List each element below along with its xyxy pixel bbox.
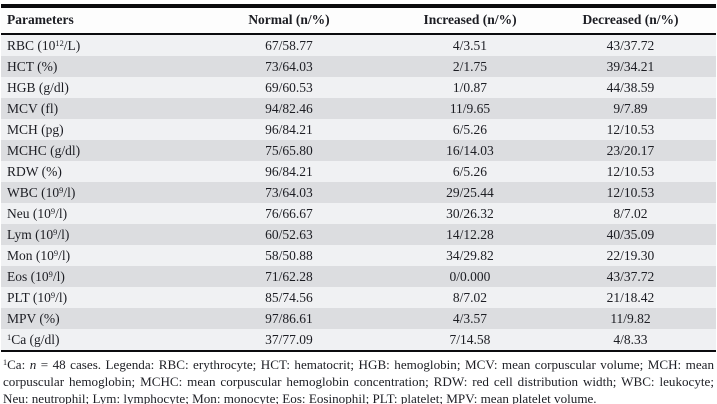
decreased-cell: 21/18.42 [606, 289, 655, 305]
increased-cell: 29/25.44 [446, 184, 494, 200]
table-row: PLT (109/l) 85/74.56 8/7.02 21/18.42 [1, 287, 716, 308]
table-row: MCV (fl) 94/82.46 11/9.65 9/7.89 [1, 98, 716, 119]
column-header-normal: Normal (n/%) [183, 6, 395, 35]
decreased-cell: 12/10.53 [606, 163, 655, 179]
parameter-cell: MPV (%) [7, 310, 60, 326]
normal-cell: 58/50.88 [265, 247, 313, 263]
column-header-parameters: Parameters [1, 6, 183, 35]
table-row: Lym (109/l) 60/52.63 14/12.28 40/35.09 [1, 224, 716, 245]
table-header: Parameters Normal (n/%) Increased (n/%) … [1, 6, 716, 35]
decreased-cell: 22/19.30 [606, 247, 655, 263]
normal-cell: 75/65.80 [265, 142, 313, 158]
normal-cell: 97/86.61 [265, 310, 313, 326]
increased-cell: 6/5.26 [452, 121, 488, 137]
increased-cell: 6/5.26 [452, 163, 488, 179]
parameter-cell: HGB (g/dl) [7, 79, 69, 95]
table-row: Mon (109/l) 58/50.88 34/29.82 22/19.30 [1, 245, 716, 266]
increased-cell: 2/1.75 [452, 58, 488, 74]
parameter-cell: 1Ca (g/dl) [7, 331, 60, 347]
table-footnote: 1Ca: n = 48 cases. Legenda: RBC: erythro… [3, 357, 714, 404]
parameter-cell: MCH (pg) [7, 121, 64, 137]
increased-cell: 30/26.32 [446, 205, 494, 221]
parameter-cell: MCV (fl) [7, 100, 59, 116]
table-row: RDW (%) 96/84.21 6/5.26 12/10.53 [1, 161, 716, 182]
table-row: RBC (1012/L) 67/58.77 4/3.51 43/37.72 [1, 34, 716, 56]
parameter-cell: MCHC (g/dl) [7, 142, 81, 158]
normal-cell: 37/77.09 [265, 331, 313, 347]
hematology-parameters-table: Parameters Normal (n/%) Increased (n/%) … [1, 4, 716, 352]
parameter-cell: PLT (109/l) [7, 289, 68, 305]
increased-cell: 34/29.82 [446, 247, 494, 263]
increased-cell: 4/3.57 [452, 310, 488, 326]
normal-cell: 67/58.77 [265, 37, 313, 53]
decreased-cell: 4/8.33 [613, 331, 648, 347]
increased-cell: 1/0.87 [452, 79, 488, 95]
table-row: Eos (109/l) 71/62.28 0/0.000 43/37.72 [1, 266, 716, 287]
increased-cell: 16/14.03 [446, 142, 494, 158]
normal-cell: 71/62.28 [265, 268, 313, 284]
column-header-increased: Increased (n/%) [395, 6, 545, 35]
column-header-decreased: Decreased (n/%) [545, 6, 716, 35]
table-row: MCH (pg) 96/84.21 6/5.26 12/10.53 [1, 119, 716, 140]
decreased-cell: 9/7.89 [613, 100, 648, 116]
normal-cell: 96/84.21 [265, 121, 313, 137]
parameter-cell: Eos (109/l) [7, 268, 65, 284]
increased-cell: 14/12.28 [446, 226, 494, 242]
increased-cell: 0/0.000 [449, 268, 491, 284]
decreased-cell: 12/10.53 [606, 184, 655, 200]
table-row: Neu (109/l) 76/66.67 30/26.32 8/7.02 [1, 203, 716, 224]
decreased-cell: 39/34.21 [606, 58, 655, 74]
normal-cell: 60/52.63 [265, 226, 313, 242]
parameter-cell: WBC (109/l) [7, 184, 76, 200]
normal-cell: 73/64.03 [265, 58, 313, 74]
decreased-cell: 23/20.17 [606, 142, 655, 158]
parameter-cell: HCT (%) [7, 58, 58, 74]
normal-cell: 85/74.56 [265, 289, 313, 305]
parameter-cell: Lym (109/l) [7, 226, 70, 242]
increased-cell: 7/14.58 [449, 331, 491, 347]
decreased-cell: 44/38.59 [606, 79, 655, 95]
table-row: MCHC (g/dl) 75/65.80 16/14.03 23/20.17 [1, 140, 716, 161]
decreased-cell: 43/37.72 [606, 268, 655, 284]
parameter-cell: RDW (%) [7, 163, 62, 179]
normal-cell: 69/60.53 [265, 79, 313, 95]
table-row: HCT (%) 73/64.03 2/1.75 39/34.21 [1, 56, 716, 77]
increased-cell: 8/7.02 [452, 289, 488, 305]
decreased-cell: 11/9.82 [610, 310, 651, 326]
table-row: 1Ca (g/dl) 37/77.09 7/14.58 4/8.33 [1, 329, 716, 351]
table-row: WBC (109/l) 73/64.03 29/25.44 12/10.53 [1, 182, 716, 203]
decreased-cell: 12/10.53 [606, 121, 655, 137]
table-row: MPV (%) 97/86.61 4/3.57 11/9.82 [1, 308, 716, 329]
decreased-cell: 43/37.72 [606, 37, 655, 53]
normal-cell: 96/84.21 [265, 163, 313, 179]
normal-cell: 73/64.03 [265, 184, 313, 200]
header-row: Parameters Normal (n/%) Increased (n/%) … [1, 6, 716, 35]
decreased-cell: 8/7.02 [613, 205, 648, 221]
parameter-cell: Mon (109/l) [7, 247, 71, 263]
parameter-cell: RBC (1012/L) [7, 37, 81, 53]
increased-cell: 11/9.65 [449, 100, 491, 116]
normal-cell: 94/82.46 [265, 100, 313, 116]
table-row: HGB (g/dl) 69/60.53 1/0.87 44/38.59 [1, 77, 716, 98]
parameter-cell: Neu (109/l) [7, 205, 68, 221]
normal-cell: 76/66.67 [265, 205, 313, 221]
increased-cell: 4/3.51 [452, 37, 488, 53]
decreased-cell: 40/35.09 [606, 226, 655, 242]
table-body: RBC (1012/L) 67/58.77 4/3.51 43/37.72 HCT (%… [1, 34, 716, 351]
